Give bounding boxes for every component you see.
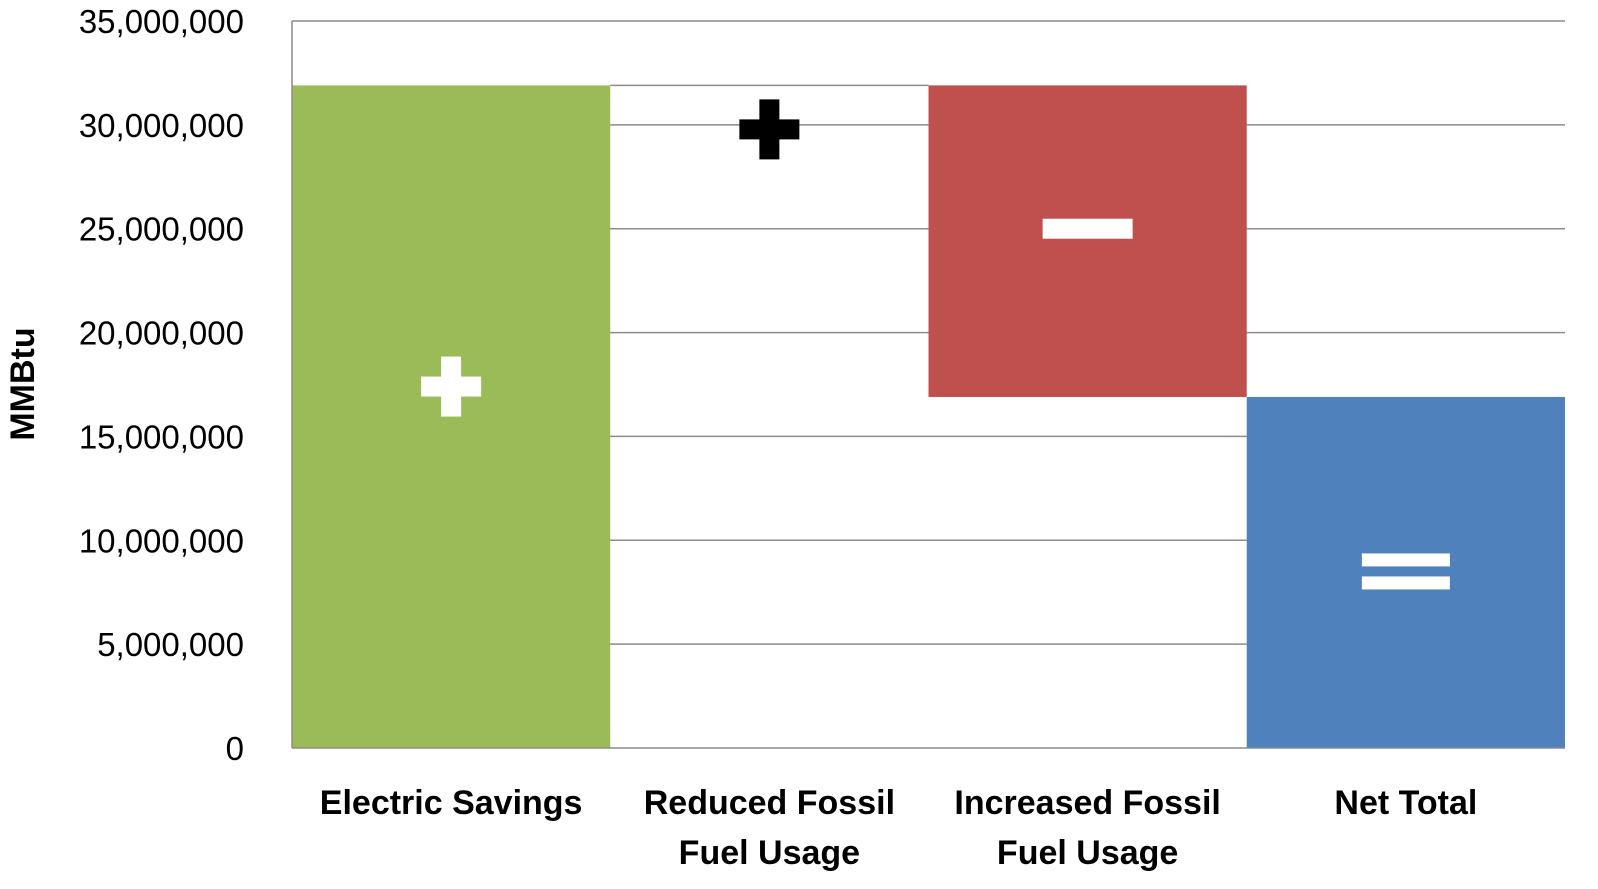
bar <box>292 85 610 748</box>
y-tick-label: 5,000,000 <box>97 626 244 663</box>
y-tick-label: 0 <box>226 730 244 767</box>
bar <box>1247 397 1565 748</box>
y-tick-label: 35,000,000 <box>79 3 244 40</box>
category-label: Increased Fossil Fuel Usage <box>954 784 1220 872</box>
bar <box>929 85 1247 397</box>
y-tick-label: 25,000,000 <box>79 211 244 248</box>
y-tick-labels: 0 5,000,000 10,000,000 15,000,000 20,000,000… <box>79 3 244 767</box>
y-tick-label: 30,000,000 <box>79 107 244 144</box>
bars <box>292 85 1565 748</box>
category-label: Reduced Fossil Fuel Usage <box>644 784 895 872</box>
y-tick-label: 15,000,000 <box>79 418 244 455</box>
category-label: Electric Savings <box>320 784 583 822</box>
category-labels: Electric Savings Reduced Fossil Fuel Usage… <box>320 784 1478 872</box>
minus-symbol-icon <box>1043 219 1133 239</box>
y-axis-label: MMBtu <box>4 327 42 440</box>
y-tick-label: 10,000,000 <box>79 522 244 559</box>
y-tick-label: 20,000,000 <box>79 315 244 352</box>
plus-symbol-icon <box>739 99 799 159</box>
category-label: Net Total <box>1334 784 1477 822</box>
